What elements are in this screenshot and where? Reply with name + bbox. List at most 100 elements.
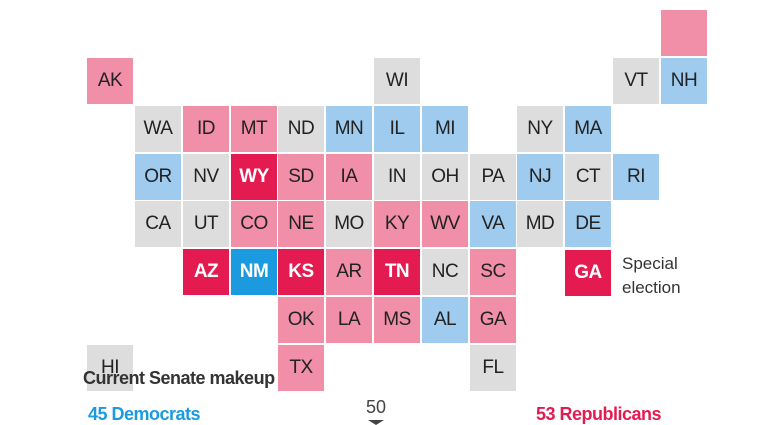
- state-tile-fl: FL: [470, 345, 516, 391]
- state-label: PA: [481, 166, 505, 187]
- state-tile-ms: MS: [374, 297, 420, 343]
- state-label: HI: [101, 357, 120, 378]
- state-tile-mt: MT: [231, 106, 277, 152]
- state-label: SC: [480, 261, 506, 282]
- state-tile-ar: AR: [326, 249, 372, 295]
- state-tile-wv: WV: [422, 201, 468, 247]
- state-tile-sd: SD: [278, 154, 324, 200]
- state-label: CO: [240, 213, 268, 234]
- state-label: TN: [384, 261, 410, 282]
- state-label: WI: [385, 70, 409, 91]
- state-label: AZ: [193, 261, 219, 282]
- state-label: MA: [574, 118, 602, 139]
- state-tile-va: VA: [470, 201, 516, 247]
- state-tile-ky: KY: [374, 201, 420, 247]
- state-label: CA: [145, 213, 171, 234]
- state-tile-ma: MA: [565, 106, 611, 152]
- state-label: KS: [288, 261, 314, 282]
- state-label: UT: [193, 213, 219, 234]
- state-label: MS: [383, 309, 411, 330]
- state-label: MN: [334, 118, 364, 139]
- state-tile-ia: IA: [326, 154, 372, 200]
- state-tile-wy: WY: [231, 154, 277, 200]
- state-tile-al: AL: [422, 297, 468, 343]
- senate-makeup-title: Current Senate makeup: [83, 368, 275, 388]
- state-tile-me: [661, 10, 707, 56]
- state-label: WV: [430, 213, 460, 234]
- state-label: NY: [527, 118, 553, 139]
- state-label: IL: [389, 118, 405, 139]
- state-tile-ks: KS: [278, 249, 324, 295]
- state-tile-ak: AK: [87, 58, 133, 104]
- state-label: MT: [240, 118, 268, 139]
- democrats-count: 45 Democrats: [88, 404, 201, 424]
- state-label: TX: [289, 357, 313, 378]
- state-label: AK: [97, 70, 123, 91]
- special-election-legend: GA Special election: [565, 250, 765, 300]
- state-tile-ny: NY: [517, 106, 563, 152]
- state-tile-wi: WI: [374, 58, 420, 104]
- state-tile-or: OR: [135, 154, 181, 200]
- state-label: IA: [340, 166, 358, 187]
- state-label: VA: [481, 213, 505, 234]
- state-label: OR: [144, 166, 172, 187]
- state-label: WA: [143, 118, 173, 139]
- state-label: CT: [575, 166, 601, 187]
- state-label: VT: [624, 70, 648, 91]
- state-tile-la: LA: [326, 297, 372, 343]
- state-label: RI: [627, 166, 646, 187]
- state-tile-ri: RI: [613, 154, 659, 200]
- state-label: AL: [433, 309, 457, 330]
- state-tile-ne: NE: [278, 201, 324, 247]
- state-tile-tn: TN: [374, 249, 420, 295]
- state-label: GA: [479, 309, 507, 330]
- state-tile-in: IN: [374, 154, 420, 200]
- state-label: NH: [670, 70, 698, 91]
- state-tile-id: ID: [183, 106, 229, 152]
- state-tile-ct: CT: [565, 154, 611, 200]
- state-tile-pa: PA: [470, 154, 516, 200]
- state-tile-mi: MI: [422, 106, 468, 152]
- state-label: NJ: [528, 166, 552, 187]
- state-tile-nc: NC: [422, 249, 468, 295]
- state-tile-nj: NJ: [517, 154, 563, 200]
- state-tile-co: CO: [231, 201, 277, 247]
- state-tile-ut: UT: [183, 201, 229, 247]
- state-tile-md: MD: [517, 201, 563, 247]
- state-tile-sc: SC: [470, 249, 516, 295]
- state-tile-nv: NV: [183, 154, 229, 200]
- state-label: MO: [334, 213, 364, 234]
- special-election-swatch: GA: [565, 250, 611, 296]
- republicans-count: 53 Republicans: [535, 404, 662, 424]
- state-tile-mn: MN: [326, 106, 372, 152]
- state-tile-az: AZ: [183, 249, 229, 295]
- state-tile-de: DE: [565, 201, 611, 247]
- state-tile-vt: VT: [613, 58, 659, 104]
- state-label: IN: [388, 166, 407, 187]
- state-label: ID: [197, 118, 216, 139]
- state-tile-ok: OK: [278, 297, 324, 343]
- state-tile-nm: NM: [231, 249, 277, 295]
- state-label: NM: [239, 261, 269, 282]
- state-label: OH: [431, 166, 459, 187]
- state-label: WY: [239, 166, 269, 187]
- state-label: AR: [336, 261, 362, 282]
- state-tile-ga: GA: [470, 297, 516, 343]
- state-label: SD: [288, 166, 314, 187]
- state-tile-oh: OH: [422, 154, 468, 200]
- state-label: NC: [431, 261, 459, 282]
- state-tile-nh: NH: [661, 58, 707, 104]
- special-election-label: Special election: [622, 252, 752, 300]
- majority-threshold-marker: [368, 420, 384, 425]
- state-label: FL: [482, 357, 504, 378]
- state-label: NE: [288, 213, 314, 234]
- state-tile-hi: HI: [87, 345, 133, 391]
- state-tile-ca: CA: [135, 201, 181, 247]
- majority-threshold-label: 50: [365, 397, 387, 417]
- state-label: DE: [575, 213, 601, 234]
- special-election-label-line2: election: [622, 278, 681, 297]
- state-label: MD: [525, 213, 555, 234]
- state-label: LA: [337, 309, 361, 330]
- state-label: OK: [287, 309, 315, 330]
